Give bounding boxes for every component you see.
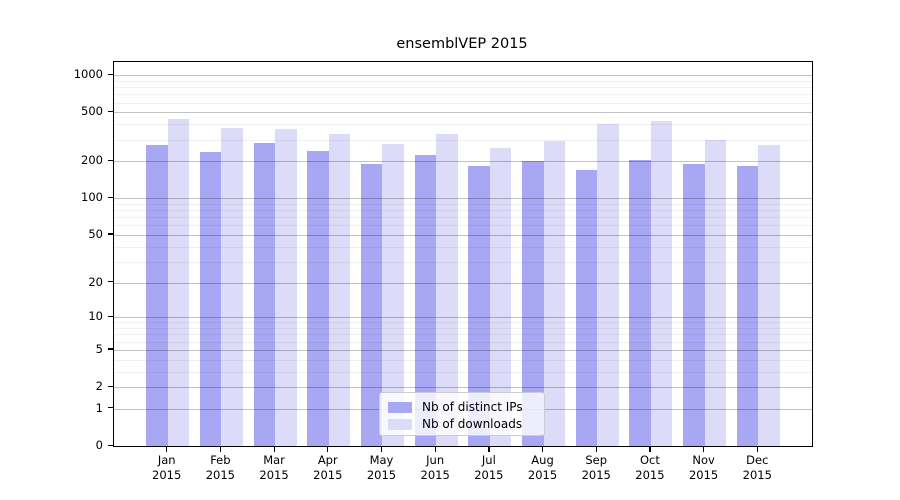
y-tick-label: 500 (81, 104, 103, 119)
bar-distinct-ips (199, 151, 222, 446)
bar-downloads (382, 143, 404, 446)
y-tick-label: 1 (95, 400, 103, 415)
bar-distinct-ips (253, 143, 276, 446)
y-tick-mark (108, 110, 113, 113)
bar-downloads (597, 123, 619, 446)
y-tick-label: 200 (81, 153, 103, 168)
legend-row: Nb of distinct IPs (388, 399, 544, 415)
x-tick-mark (219, 446, 222, 452)
y-tick-label: 50 (88, 226, 103, 241)
y-tick-label: 2 (95, 379, 103, 394)
bar-downloads (436, 134, 458, 446)
plot-area (113, 61, 813, 447)
x-tick-mark (166, 446, 168, 452)
bar-distinct-ips (307, 151, 329, 446)
x-tick-label: Oct 2015 (635, 453, 665, 482)
bar-downloads (758, 145, 780, 446)
bar-downloads (275, 128, 297, 446)
bar-downloads (221, 127, 243, 446)
x-tick-label: Mar 2015 (259, 453, 289, 482)
y-tick-label: 100 (81, 190, 103, 205)
y-tick-mark (108, 385, 113, 387)
x-tick-label: Jun 2015 (420, 453, 450, 482)
bars-layer (114, 62, 812, 446)
y-tick-mark (108, 444, 113, 446)
x-tick-mark (380, 446, 383, 452)
x-tick-label: Jul 2015 (474, 453, 504, 482)
bar-distinct-ips (146, 144, 168, 446)
bar-distinct-ips (414, 154, 437, 446)
legend: Nb of distinct IPs Nb of downloads (379, 392, 545, 436)
bar-distinct-ips (683, 163, 705, 446)
bar-distinct-ips (629, 160, 651, 446)
bar-distinct-ips (575, 170, 598, 446)
x-tick-mark (756, 446, 758, 452)
y-tick-mark (108, 281, 113, 283)
y-tick-label: 1000 (73, 67, 103, 82)
x-tick-label: Jan 2015 (152, 453, 182, 482)
legend-row: Nb of downloads (388, 416, 544, 432)
y-tick-mark (108, 196, 113, 198)
legend-label-downloads: Nb of downloads (422, 417, 523, 431)
y-tick-mark (108, 73, 113, 75)
x-tick-label: May 2015 (366, 453, 397, 482)
x-tick-label: Sep 2015 (581, 453, 611, 482)
y-tick-mark (108, 315, 113, 317)
bar-distinct-ips (468, 166, 490, 446)
x-tick-label: Nov 2015 (688, 453, 719, 482)
bar-downloads (489, 147, 512, 446)
bar-downloads (328, 134, 351, 446)
x-tick-mark (327, 446, 329, 452)
legend-swatch-downloads (388, 418, 412, 430)
y-tick-label: 5 (95, 341, 103, 356)
x-tick-label: Apr 2015 (313, 453, 343, 482)
y-tick-label: 20 (88, 274, 103, 289)
x-tick-mark (273, 446, 275, 452)
y-tick-label: 0 (95, 438, 103, 452)
bar-downloads (650, 120, 673, 446)
y-tick-mark (108, 233, 113, 235)
x-tick-label: Feb 2015 (205, 453, 236, 482)
x-tick-mark (542, 446, 544, 452)
x-tick-mark (434, 446, 436, 452)
y-tick-mark (108, 159, 113, 162)
x-tick-mark (649, 446, 651, 452)
bar-downloads (704, 139, 727, 446)
x-tick-mark (595, 446, 597, 452)
x-tick-mark (488, 446, 490, 452)
x-tick-mark (703, 446, 705, 452)
chart-title: ensemblVEP 2015 (396, 36, 528, 52)
legend-label-distinct-ips: Nb of distinct IPs (422, 400, 523, 414)
bar-distinct-ips (736, 165, 759, 446)
bar-downloads (167, 119, 190, 446)
legend-swatch-distinct-ips (388, 401, 412, 413)
y-tick-mark (108, 407, 113, 409)
x-tick-label: Aug 2015 (527, 453, 558, 482)
y-tick-mark (108, 348, 113, 350)
bar-downloads (543, 140, 565, 446)
bar-distinct-ips (522, 161, 544, 446)
bar-distinct-ips (360, 163, 383, 446)
y-tick-label: 10 (88, 309, 103, 324)
x-tick-label: Dec 2015 (742, 453, 772, 482)
